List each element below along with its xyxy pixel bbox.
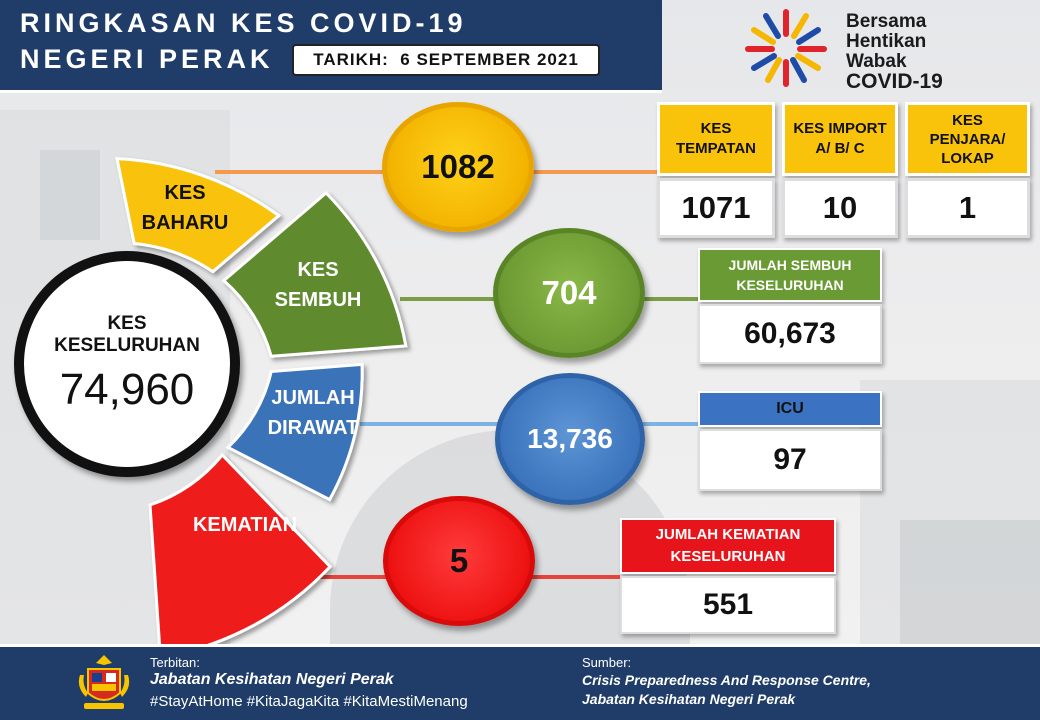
import-label-line1: KES IMPORT: [793, 120, 887, 137]
case-wheel: [115, 157, 408, 650]
penjara-label-line2: PENJARA/: [929, 130, 1006, 148]
segment-dirawat: [225, 362, 364, 502]
recovered-total-label: JUMLAH SEMBUH KESELURUHAN: [698, 248, 882, 302]
logo-line-2: Hentikan: [846, 31, 927, 52]
circle-baharu: 1082: [382, 102, 534, 232]
segment-sembuh-label: KES SEMBUH: [268, 255, 368, 315]
logo-line-3: Wabak: [846, 51, 907, 72]
segment-baharu-line2: BAHARU: [141, 212, 229, 234]
penjara-label: KES PENJARA/ LOKAP: [905, 102, 1030, 176]
coat-of-arms-icon: [78, 655, 130, 709]
publisher-label: Terbitan:: [150, 655, 200, 670]
logo-text: Bersama Hentikan Wabak COVID-19: [846, 11, 943, 93]
segment-sembuh: [221, 190, 408, 358]
tempatan-value: 1071: [657, 178, 775, 238]
icu-label: ICU: [698, 391, 882, 427]
segment-kematian: [148, 452, 333, 650]
segment-baharu-label: KES BAHARU: [130, 178, 240, 238]
source-label: Sumber:: [582, 655, 632, 670]
segment-baharu-line1: KES: [164, 182, 206, 204]
page-title-line2: NEGERI PERAK: [20, 44, 274, 74]
header-banner: RINGKASAN KES COVID-19 NEGERI PERAK TARI…: [0, 0, 662, 93]
logo-line-4: COVID-19: [846, 70, 943, 93]
segment-sembuh-line2: SEMBUH: [274, 289, 362, 311]
hashtags: #StayAtHome #KitaJagaKita #KitaMestiMena…: [150, 693, 468, 710]
logo-line-1: Bersama: [846, 11, 927, 32]
circle-dirawat: 13,736: [495, 373, 645, 505]
total-cases-label-line2: KESELURUHAN: [54, 335, 200, 356]
source-line1: Crisis Preparedness And Response Centre,: [582, 672, 871, 688]
segment-kematian-label: KEMATIAN: [192, 514, 298, 536]
recovered-total-label-line2: KESELURUHAN: [736, 277, 844, 293]
total-cases-ring: KES KESELURUHAN 74,960: [14, 251, 240, 477]
penjara-label-line3: LOKAP: [941, 149, 994, 167]
total-cases-circle: KES KESELURUHAN 74,960: [24, 261, 230, 467]
source-line2: Jabatan Kesihatan Negeri Perak: [582, 691, 796, 707]
total-cases-value: 74,960: [59, 365, 195, 414]
tempatan-label-line2: TEMPATAN: [676, 140, 756, 157]
footer-banner: Terbitan: Jabatan Kesihatan Negeri Perak…: [0, 644, 1040, 720]
tempatan-label-line1: KES: [700, 120, 732, 137]
deaths-total-value: 551: [620, 576, 836, 634]
segment-dirawat-line2: DIRAWAT: [267, 417, 359, 439]
import-label-line2: A/ B/ C: [815, 140, 865, 157]
bersama-hentikan-logo: Bersama Hentikan Wabak COVID-19: [736, 8, 996, 92]
segment-sembuh-line1: KES: [297, 259, 339, 281]
segment-dirawat-line1: JUMLAH: [271, 387, 355, 409]
segment-dirawat-label: JUMLAH DIRAWAT: [258, 383, 368, 443]
import-label: KES IMPORT A/ B/ C: [782, 102, 898, 176]
circle-sembuh: 704: [493, 228, 645, 358]
penjara-label-line1: KES: [952, 111, 983, 129]
sunburst-icon: [745, 9, 827, 87]
circle-kematian: 5: [383, 496, 535, 626]
date-box: TARIKH: 6 SEPTEMBER 2021: [292, 44, 600, 76]
publisher-name: Jabatan Kesihatan Negeri Perak: [150, 671, 394, 688]
penjara-value: 1: [905, 178, 1030, 238]
tempatan-label: KES TEMPATAN: [657, 102, 775, 176]
deaths-total-label-line2: KESELURUHAN: [670, 548, 786, 565]
deaths-total-label-line1: JUMLAH KEMATIAN: [655, 526, 801, 543]
icu-value: 97: [698, 429, 882, 491]
page-title-line1: RINGKASAN KES COVID-19: [20, 8, 467, 38]
import-value: 10: [782, 178, 898, 238]
date-value: 6 SEPTEMBER 2021: [400, 50, 579, 69]
total-cases-label: KES KESELURUHAN: [24, 313, 230, 357]
recovered-total-value: 60,673: [698, 304, 882, 364]
date-label: TARIKH:: [313, 50, 389, 69]
recovered-total-label-line1: JUMLAH SEMBUH: [728, 257, 852, 273]
deaths-total-label: JUMLAH KEMATIAN KESELURUHAN: [620, 518, 836, 574]
total-cases-label-line1: KES: [107, 313, 147, 334]
segment-baharu: [115, 157, 282, 274]
